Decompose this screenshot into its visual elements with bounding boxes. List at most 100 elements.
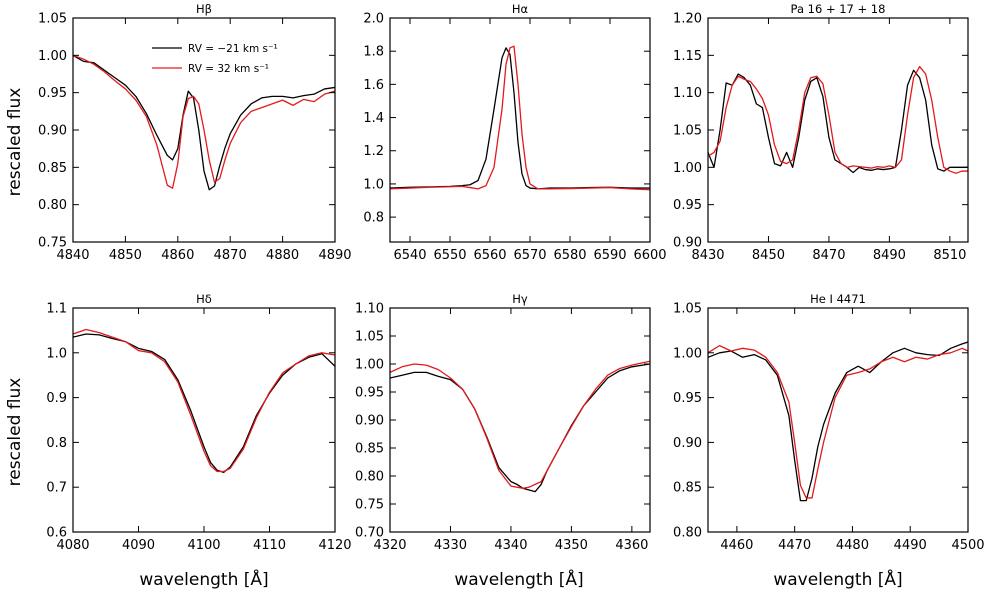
y-tick-label: 1.0 bbox=[363, 177, 384, 192]
y-tick-label: 0.8 bbox=[363, 211, 384, 226]
y-tick-label: 0.8 bbox=[46, 436, 67, 451]
y-tick-label: 1.05 bbox=[673, 302, 702, 317]
x-tick-label: 4490 bbox=[894, 538, 927, 553]
x-tick-label: 6540 bbox=[393, 248, 426, 263]
x-tick-label: 6590 bbox=[593, 248, 626, 263]
y-tick-label: 0.95 bbox=[355, 386, 384, 401]
panel-6: 4460 4470 4480 4490 4500 0.80 0.85 0.90 0.95 1.00… bbox=[673, 292, 985, 553]
panels: 4840 4850 4860 4870 4880 48900.750.800.850.90… bbox=[38, 2, 985, 553]
x-tick-label: 4080 bbox=[56, 538, 89, 553]
x-tick-label: 4340 bbox=[494, 538, 527, 553]
y-tick-label: 1.10 bbox=[355, 302, 384, 317]
x-tick-label: 4100 bbox=[187, 538, 220, 553]
y-tick-label: 1.00 bbox=[673, 161, 702, 176]
series-line-red bbox=[708, 65, 968, 174]
y-tick-label: 0.6 bbox=[46, 526, 67, 541]
y-tick-label: 1.0 bbox=[46, 346, 67, 361]
series-line-black bbox=[390, 363, 650, 493]
y-tick-label: 1.2 bbox=[363, 144, 384, 159]
plot-frame bbox=[389, 17, 651, 243]
ylabel-bottom: rescaled flux bbox=[5, 378, 25, 487]
series-line-black bbox=[390, 47, 650, 190]
series-line-black bbox=[708, 341, 968, 502]
y-tick-label: 1.15 bbox=[673, 49, 702, 64]
y-tick-label: 0.75 bbox=[355, 498, 384, 513]
series-line-black bbox=[73, 54, 335, 191]
y-tick-label: 2.0 bbox=[363, 12, 384, 27]
ylabel-top: rescaled flux bbox=[5, 88, 25, 197]
plot-frame bbox=[389, 307, 651, 533]
panel-2: 6540 6550 6560 6570 6580 6590 6600 0.8 1.0 1.2 1.4… bbox=[363, 2, 666, 263]
y-tick-label: 1.10 bbox=[673, 86, 702, 101]
plot-frame bbox=[707, 17, 969, 243]
y-tick-label: 0.90 bbox=[673, 236, 702, 251]
panel-title: Hγ bbox=[512, 292, 528, 306]
series-line-red bbox=[390, 45, 650, 191]
legend-label-black: RV = −21 km s⁻¹ bbox=[188, 43, 278, 55]
y-tick-label: 0.95 bbox=[673, 391, 702, 406]
x-tick-label: 8450 bbox=[752, 248, 785, 263]
x-tick-label: 4350 bbox=[555, 538, 588, 553]
y-tick-label: 0.85 bbox=[355, 442, 384, 457]
x-tick-label: 4460 bbox=[720, 538, 753, 553]
y-tick-label: 0.9 bbox=[46, 391, 67, 406]
x-tick-label: 4480 bbox=[836, 538, 869, 553]
series-line-red bbox=[390, 360, 650, 489]
x-tick-label: 4500 bbox=[951, 538, 984, 553]
x-tick-label: 4090 bbox=[122, 538, 155, 553]
plot-frame bbox=[72, 307, 336, 533]
y-tick-label: 0.95 bbox=[673, 198, 702, 213]
panel-5: 4320 4330 4340 4350 4360 0.70 0.75 0.80 0.85 0.90… bbox=[355, 292, 651, 553]
legend-label-red: RV = 32 km s⁻¹ bbox=[188, 63, 269, 75]
series-line-black bbox=[708, 69, 968, 174]
y-tick-label: 0.85 bbox=[673, 481, 702, 496]
y-tick-label: 1.05 bbox=[38, 12, 67, 27]
x-tick-label: 6600 bbox=[633, 248, 666, 263]
x-tick-label: 8510 bbox=[933, 248, 966, 263]
panel-title: Hδ bbox=[196, 292, 212, 306]
xlabel-3: wavelength [Å] bbox=[773, 568, 902, 590]
series-line-red bbox=[73, 328, 335, 473]
x-tick-label: 4840 bbox=[56, 248, 89, 263]
panel-title: Hβ bbox=[196, 2, 212, 16]
x-tick-label: 6550 bbox=[433, 248, 466, 263]
x-tick-label: 4850 bbox=[109, 248, 142, 263]
y-tick-label: 1.8 bbox=[363, 45, 384, 60]
y-tick-label: 1.20 bbox=[673, 12, 702, 27]
y-tick-label: 0.90 bbox=[355, 414, 384, 429]
y-tick-label: 0.80 bbox=[673, 526, 702, 541]
xlabel-2: wavelength [Å] bbox=[454, 568, 583, 590]
y-tick-label: 1.00 bbox=[673, 346, 702, 361]
series-line-red bbox=[708, 344, 968, 499]
y-tick-label: 0.80 bbox=[355, 470, 384, 485]
y-tick-label: 1.05 bbox=[673, 124, 702, 139]
y-tick-label: 1.00 bbox=[38, 49, 67, 64]
y-tick-label: 0.70 bbox=[355, 526, 384, 541]
panel-title: Pa 16 + 17 + 18 bbox=[791, 2, 886, 16]
x-tick-label: 4360 bbox=[615, 538, 648, 553]
panel-1: 4840 4850 4860 4870 4880 4890 0.75 0.80 0.85 0.90… bbox=[38, 2, 352, 263]
y-tick-label: 1.05 bbox=[355, 330, 384, 345]
y-tick-label: 0.85 bbox=[38, 161, 67, 176]
legend: RV = −21 km s⁻¹ RV = 32 km s⁻¹ bbox=[152, 43, 278, 75]
panel-3: 8430 8450 8470 8490 8510 0.90 0.95 1.00 1.05 1.10… bbox=[673, 2, 969, 263]
xlabel-1: wavelength [Å] bbox=[139, 568, 268, 590]
series-line-red bbox=[73, 54, 335, 189]
x-tick-label: 8470 bbox=[812, 248, 845, 263]
y-tick-label: 0.75 bbox=[38, 236, 67, 251]
x-tick-label: 4330 bbox=[434, 538, 467, 553]
panel-title: Hα bbox=[512, 2, 529, 16]
y-tick-label: 1.6 bbox=[363, 78, 384, 93]
y-tick-label: 0.95 bbox=[38, 86, 67, 101]
x-tick-label: 4870 bbox=[214, 248, 247, 263]
y-tick-label: 1.4 bbox=[363, 111, 384, 126]
y-tick-label: 0.90 bbox=[673, 436, 702, 451]
y-tick-label: 1.00 bbox=[355, 358, 384, 373]
x-tick-label: 6580 bbox=[553, 248, 586, 263]
x-tick-label: 6560 bbox=[473, 248, 506, 263]
x-tick-label: 4890 bbox=[318, 248, 351, 263]
y-tick-label: 0.90 bbox=[38, 124, 67, 139]
x-tick-label: 4110 bbox=[253, 538, 286, 553]
x-tick-label: 8430 bbox=[691, 248, 724, 263]
